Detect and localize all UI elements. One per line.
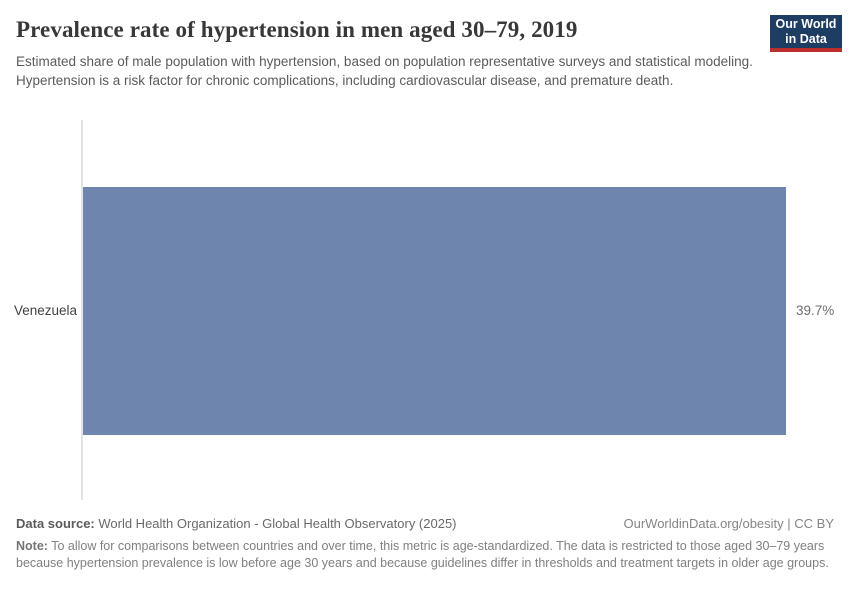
bar[interactable] [83,187,786,435]
y-axis-line [81,120,83,500]
data-source-label: Data source: [16,516,95,531]
owid-logo-line2: in Data [785,31,827,46]
attribution-link[interactable]: OurWorldinData.org/obesity | CC BY [623,516,835,531]
note-value: To allow for comparisons between countri… [16,539,829,570]
data-source-text: Data source: World Health Organization -… [16,516,457,532]
footer-note: Note: To allow for comparisons between c… [16,538,834,571]
owid-logo-line1: Our World [775,17,837,31]
bar-value-label: 39.7% [796,303,835,318]
chart-subtitle: Estimated share of male population with … [16,54,753,88]
chart-title: Prevalence rate of hypertension in men a… [16,17,578,42]
owid-logo[interactable]: Our World in Data [770,15,842,52]
footer-sources-row: Data source: World Health Organization -… [16,516,834,532]
note-label: Note: [16,539,48,553]
data-source-value: World Health Organization - Global Healt… [94,516,457,531]
entity-label: Venezuela [13,303,77,318]
